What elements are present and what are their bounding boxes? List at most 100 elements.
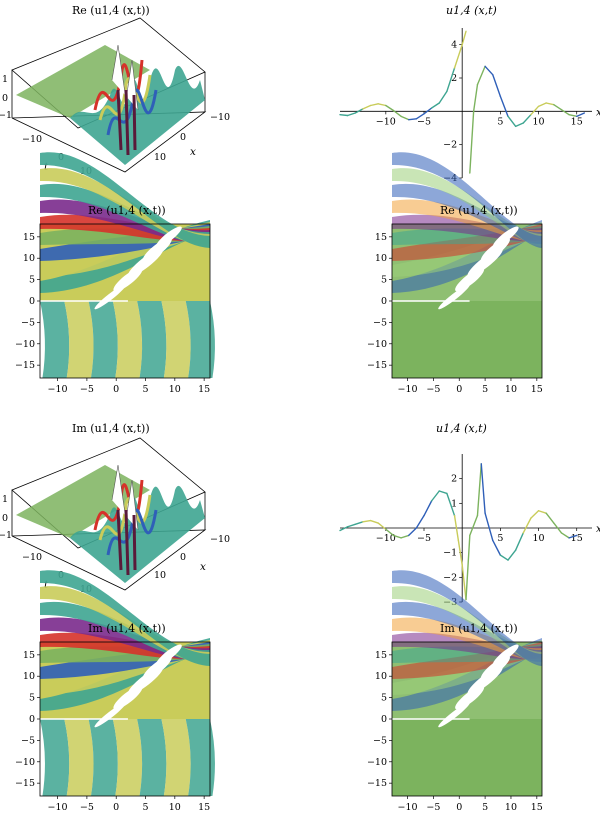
singular-region xyxy=(438,284,470,310)
series-segment xyxy=(461,564,467,601)
x-tick-label: 5 xyxy=(142,384,148,395)
re-contour-plot: Re (u1,4 (x,t)) −10 −5 0 5 10 15 15 10 5 0 −5 −10 −1… xyxy=(0,152,230,410)
z-tick: 0 xyxy=(2,93,8,104)
t-tick: −10 xyxy=(22,552,42,563)
plot-title: Re (u1,4 (x,t)) xyxy=(72,4,150,17)
x-tick: 10 xyxy=(154,570,166,581)
y-tick-label: 15 xyxy=(375,650,387,661)
series-segment xyxy=(469,110,475,174)
y-tick-label: −15 xyxy=(367,778,387,789)
series-segment xyxy=(392,534,402,539)
series-segment xyxy=(568,113,578,118)
wave-band xyxy=(392,601,542,663)
series-segment xyxy=(453,514,460,542)
x-tick-label: 15 xyxy=(198,384,210,395)
x-axis-label: x xyxy=(596,523,600,535)
y-tick-label: −10 xyxy=(367,339,387,350)
series-segment xyxy=(484,65,494,76)
density-plot-re: −10 −5 0 5 10 15 15 10 5 0 −5 −10 −15 xyxy=(367,152,543,395)
y-tick-label: 1 xyxy=(451,498,457,509)
series-segment xyxy=(408,118,418,121)
y-tick-label: 4 xyxy=(451,40,457,51)
contour-band xyxy=(137,301,167,378)
wave-surface xyxy=(70,485,205,583)
contour-plot-im: −10 −5 0 5 10 15 15 10 5 0 −5 −10 −15 xyxy=(15,570,215,813)
plot-title: Im (u1,4 (x,t)) xyxy=(88,622,166,635)
series-segment xyxy=(377,103,387,107)
wave-surface xyxy=(70,65,205,165)
x-tick-label: 5 xyxy=(482,802,488,813)
series-segment xyxy=(472,83,479,113)
x-tick-label: −5 xyxy=(417,116,431,127)
series-segment xyxy=(346,112,356,117)
series-segment xyxy=(446,492,456,517)
y-tick-label: −5 xyxy=(21,735,35,746)
contour-band xyxy=(40,719,70,796)
x-tick-label: −10 xyxy=(48,802,68,813)
x-tick-label: −10 xyxy=(397,802,417,813)
z-tick: −1 xyxy=(0,530,12,541)
x-tick-label: −10 xyxy=(48,384,68,395)
series-segment xyxy=(522,113,532,124)
z-tick: −1 xyxy=(0,110,12,121)
y-tick-label: −15 xyxy=(15,360,35,371)
series-segment xyxy=(553,103,563,111)
x-tick-label: 0 xyxy=(113,384,119,395)
x-tick-label: −5 xyxy=(426,384,440,395)
contour-band xyxy=(112,301,143,378)
plot-title: u1,4 (x,t) xyxy=(436,422,487,435)
contour-band xyxy=(112,719,143,796)
x-tick-label: −5 xyxy=(80,384,94,395)
series-segment xyxy=(492,539,502,556)
series-segment xyxy=(438,90,448,104)
t-axis-label: t xyxy=(44,579,49,591)
series-segment xyxy=(362,104,372,110)
x-tick-label: 0 xyxy=(456,384,462,395)
series-segment xyxy=(553,522,563,534)
y-tick-label: 0 xyxy=(381,296,387,307)
y-tick-label: −5 xyxy=(373,735,387,746)
x-axis-label: x xyxy=(596,106,600,118)
series-segment xyxy=(369,103,379,107)
series-segment xyxy=(530,105,540,116)
wave-trough xyxy=(116,509,137,576)
y-tick-label: 0 xyxy=(29,714,35,725)
series-segment xyxy=(400,534,410,539)
y-tick-label: 5 xyxy=(381,693,387,704)
singular-region xyxy=(438,702,470,728)
contour-band xyxy=(88,719,118,796)
series-segment xyxy=(507,115,517,128)
y-tick-label: 0 xyxy=(381,714,387,725)
series-segment xyxy=(537,510,547,514)
series-segment xyxy=(354,108,364,114)
series-segment xyxy=(415,514,425,529)
x-tick-label: −5 xyxy=(80,802,94,813)
series-segment xyxy=(492,73,502,98)
series-segment xyxy=(346,523,356,528)
series-segment xyxy=(465,534,471,601)
t-tick: −10 xyxy=(22,134,42,145)
singular-region xyxy=(94,702,127,728)
wave-band xyxy=(392,586,542,664)
singular-region xyxy=(156,644,182,666)
series-segment xyxy=(545,512,555,524)
singular-region xyxy=(156,226,182,248)
series-segment xyxy=(514,122,524,128)
im-3d-surface: 1 0 −1 −10 0 10 t −10 0 10 x xyxy=(0,437,230,595)
series-segment xyxy=(560,108,570,116)
x-tick-label: 5 xyxy=(497,116,503,127)
contour-plot-re: −10 −5 0 5 10 15 15 10 5 0 −5 −10 −15 xyxy=(15,152,215,395)
x-tick-label: 0 xyxy=(456,802,462,813)
y-tick-label: −5 xyxy=(21,317,35,328)
density-plot-im: −10 −5 0 5 10 15 15 10 5 0 −5 −10 −15 xyxy=(367,570,543,813)
series-segment xyxy=(453,43,463,69)
series-segment xyxy=(362,519,372,523)
y-tick-label: −2 xyxy=(443,140,457,151)
plot-title: u1,4 (x,t) xyxy=(446,4,497,17)
series-segment xyxy=(392,109,402,118)
x-tick: 0 xyxy=(180,552,186,563)
plot-title: Im (u1,4 (x,t)) xyxy=(440,622,518,635)
